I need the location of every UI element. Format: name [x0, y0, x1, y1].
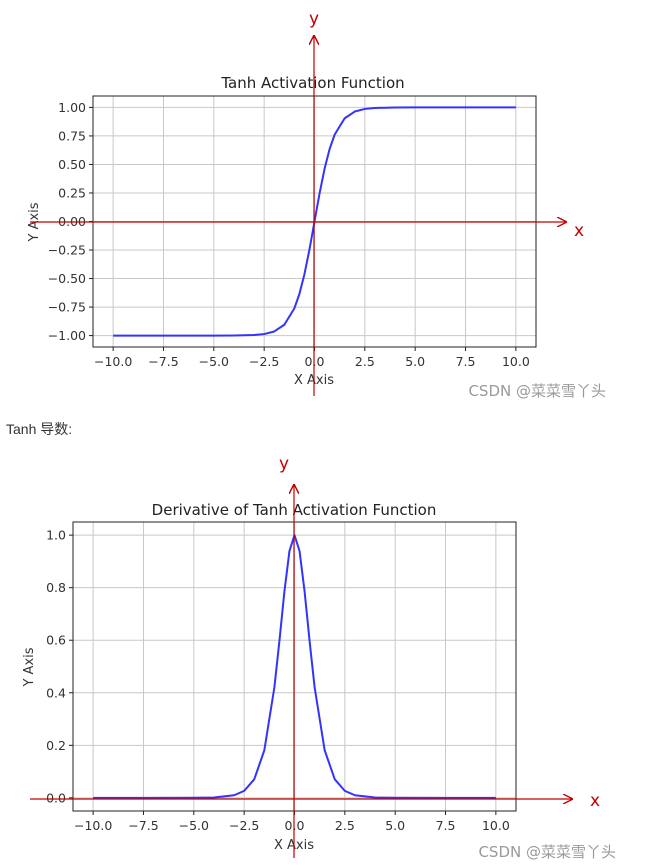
- x-tick-label: 2.5: [335, 818, 355, 833]
- y-tick-label: −0.75: [48, 300, 86, 315]
- x-tick-label: −2.5: [229, 818, 259, 833]
- x-tick-label: −5.0: [179, 818, 209, 833]
- y-tick-label: 0.2: [46, 738, 66, 753]
- y-tick-label: 1.00: [58, 100, 86, 115]
- y-tick-label: 0.6: [46, 633, 66, 648]
- x-tick-label: −5.0: [199, 354, 229, 369]
- y-tick-label: −0.25: [48, 243, 86, 258]
- y-tick-label: 1.0: [46, 528, 66, 543]
- tanh-x-arrow-label: x: [574, 221, 584, 241]
- y-tick-label: 0.50: [58, 157, 86, 172]
- x-tick-label: 7.5: [456, 354, 476, 369]
- x-tick-label: 7.5: [436, 818, 456, 833]
- tanh-xticks: −10.0−7.5−5.0−2.50.02.55.07.510.0: [94, 347, 530, 369]
- x-tick-label: 2.5: [355, 354, 375, 369]
- x-tick-label: −10.0: [74, 818, 112, 833]
- derivative-x-arrow-label: x: [590, 791, 600, 811]
- y-tick-label: 0.75: [58, 128, 86, 143]
- x-tick-label: −7.5: [128, 818, 158, 833]
- derivative-yticks: 1.0 0.8 0.6 0.4 0.2 0.0: [46, 528, 73, 805]
- x-tick-label: 10.0: [482, 818, 510, 833]
- y-tick-label: 0.8: [46, 580, 66, 595]
- derivative-caption: Tanh 导数:: [6, 421, 73, 437]
- derivative-chart: Derivative of Tanh Activation Function −…: [22, 454, 600, 858]
- x-tick-label: 5.0: [385, 818, 405, 833]
- y-tick-label: −0.50: [48, 271, 86, 286]
- watermark-top: CSDN @菜菜雪丫头: [468, 382, 606, 400]
- x-tick-label: −2.5: [249, 354, 279, 369]
- x-tick-label: 10.0: [502, 354, 530, 369]
- x-tick-label: −10.0: [94, 354, 132, 369]
- tanh-y-arrow-label: y: [309, 9, 319, 29]
- y-tick-label: −1.00: [48, 328, 86, 343]
- tanh-chart-title: Tanh Activation Function: [220, 74, 404, 92]
- derivative-xticks: −10.0−7.5−5.0−2.50.02.55.07.510.0: [74, 811, 510, 833]
- x-tick-label: −7.5: [148, 354, 178, 369]
- derivative-ylabel: Y Axis: [22, 647, 37, 687]
- watermark-bottom: CSDN @菜菜雪丫头: [478, 843, 616, 861]
- x-tick-label: 5.0: [405, 354, 425, 369]
- derivative-y-arrow-label: y: [279, 454, 289, 474]
- tanh-chart: Tanh Activation Function −10.0 −7.5 −5.0 −2…: [27, 9, 584, 396]
- y-tick-label: 0.0: [46, 790, 66, 805]
- y-tick-label: 0.4: [46, 685, 66, 700]
- y-tick-label: 0.25: [58, 185, 86, 200]
- tanh-yticks: 1.000.750.500.250.00−0.25−0.50−0.75−1.00: [48, 100, 93, 343]
